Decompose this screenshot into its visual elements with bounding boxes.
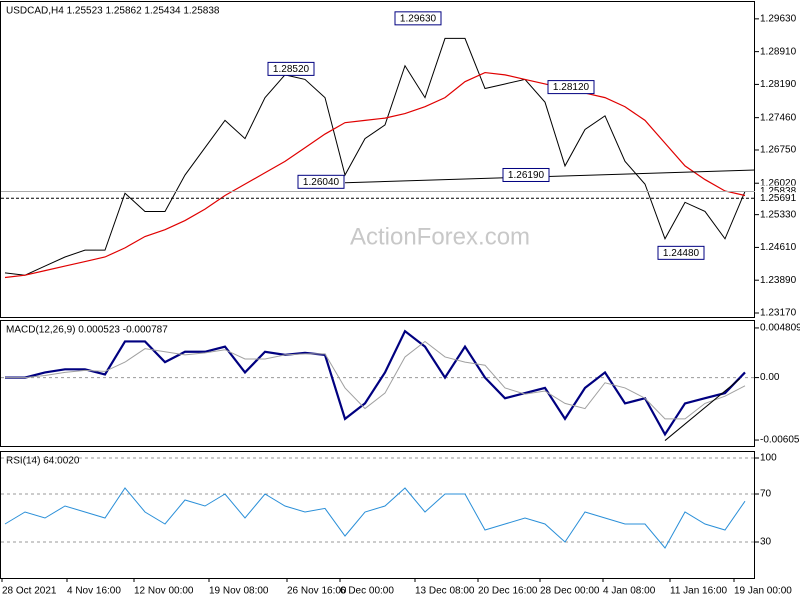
y-tick-label: 1.29630 bbox=[760, 13, 797, 24]
y-tick-label: 1.28910 bbox=[760, 46, 797, 57]
x-tick-label: 28 Dec 00:00 bbox=[540, 586, 600, 597]
y-tick-label: 1.28190 bbox=[760, 79, 797, 90]
x-tick-label: 20 Dec 16:00 bbox=[478, 586, 538, 597]
annotation-box bbox=[267, 61, 315, 76]
annotation-label: 1.29630 bbox=[400, 13, 437, 24]
x-tick-label: 19 Nov 08:00 bbox=[209, 586, 269, 597]
series-line bbox=[4, 487, 746, 549]
y-tick-label: 1.26750 bbox=[760, 145, 797, 156]
y-tick-label: 1.25330 bbox=[760, 209, 797, 220]
x-tick-label: 11 Jan 16:00 bbox=[670, 586, 728, 597]
y-tick-label: 1.27460 bbox=[760, 112, 797, 123]
price-marker-box bbox=[756, 192, 800, 205]
panel-title: USDCAD,H4 1.25523 1.25862 1.25434 1.2583… bbox=[6, 6, 220, 17]
y-tick-label: 30 bbox=[760, 537, 772, 548]
annotation-box bbox=[394, 11, 442, 26]
x-tick-label: 4 Nov 16:00 bbox=[67, 586, 121, 597]
y-tick-label: 70 bbox=[760, 489, 772, 500]
annotation-box bbox=[502, 167, 550, 182]
y-tick-label: -0.00605 bbox=[760, 435, 800, 446]
annotation-box bbox=[657, 245, 705, 260]
series-line bbox=[4, 71, 746, 279]
annotation-label: 1.26040 bbox=[303, 177, 340, 188]
watermark: ActionForex.com bbox=[350, 223, 530, 250]
x-tick-label: 26 Nov 16:00 bbox=[287, 586, 347, 597]
x-tick-label: 19 Jan 00:00 bbox=[734, 586, 792, 597]
series-line bbox=[5, 329, 746, 437]
x-tick-label: 12 Nov 00:00 bbox=[134, 586, 194, 597]
y-tick-label: 0.00 bbox=[760, 372, 780, 383]
x-tick-label: 28 Oct 2021 bbox=[2, 586, 57, 597]
annotation-box bbox=[547, 80, 595, 95]
price-marker-label: 1.25838 bbox=[760, 186, 797, 197]
annotation-box bbox=[297, 174, 345, 189]
series-line bbox=[5, 340, 746, 420]
annotation-label: 1.26190 bbox=[508, 170, 545, 181]
y-tick-label: 1.23890 bbox=[760, 275, 797, 286]
y-tick-label: 100 bbox=[760, 453, 777, 464]
trendline bbox=[664, 378, 741, 441]
macd-panel bbox=[0, 320, 755, 447]
y-tick-label: 1.24610 bbox=[760, 242, 797, 253]
panel-title: RSI(14) 64.0020 bbox=[6, 456, 80, 467]
trendline bbox=[344, 169, 756, 184]
x-tick-label: 4 Jan 08:00 bbox=[603, 586, 656, 597]
y-tick-label: 1.26020 bbox=[760, 178, 797, 189]
x-tick-label: 13 Dec 08:00 bbox=[415, 586, 475, 597]
rsi-panel bbox=[0, 451, 755, 579]
y-tick-label: 1.23170 bbox=[760, 308, 797, 319]
price-marker-label: 1.25691 bbox=[760, 193, 797, 204]
annotation-label: 1.28520 bbox=[273, 64, 310, 75]
annotation-label: 1.24480 bbox=[663, 248, 700, 259]
series-line bbox=[4, 37, 746, 276]
price-panel bbox=[0, 1, 755, 318]
annotation-label: 1.28120 bbox=[553, 82, 590, 93]
panel-title: MACD(12,26,9) 0.000523 -0.000787 bbox=[6, 325, 168, 336]
y-tick-label: 0.004809 bbox=[760, 323, 800, 334]
x-tick-label: 6 Dec 00:00 bbox=[340, 586, 394, 597]
